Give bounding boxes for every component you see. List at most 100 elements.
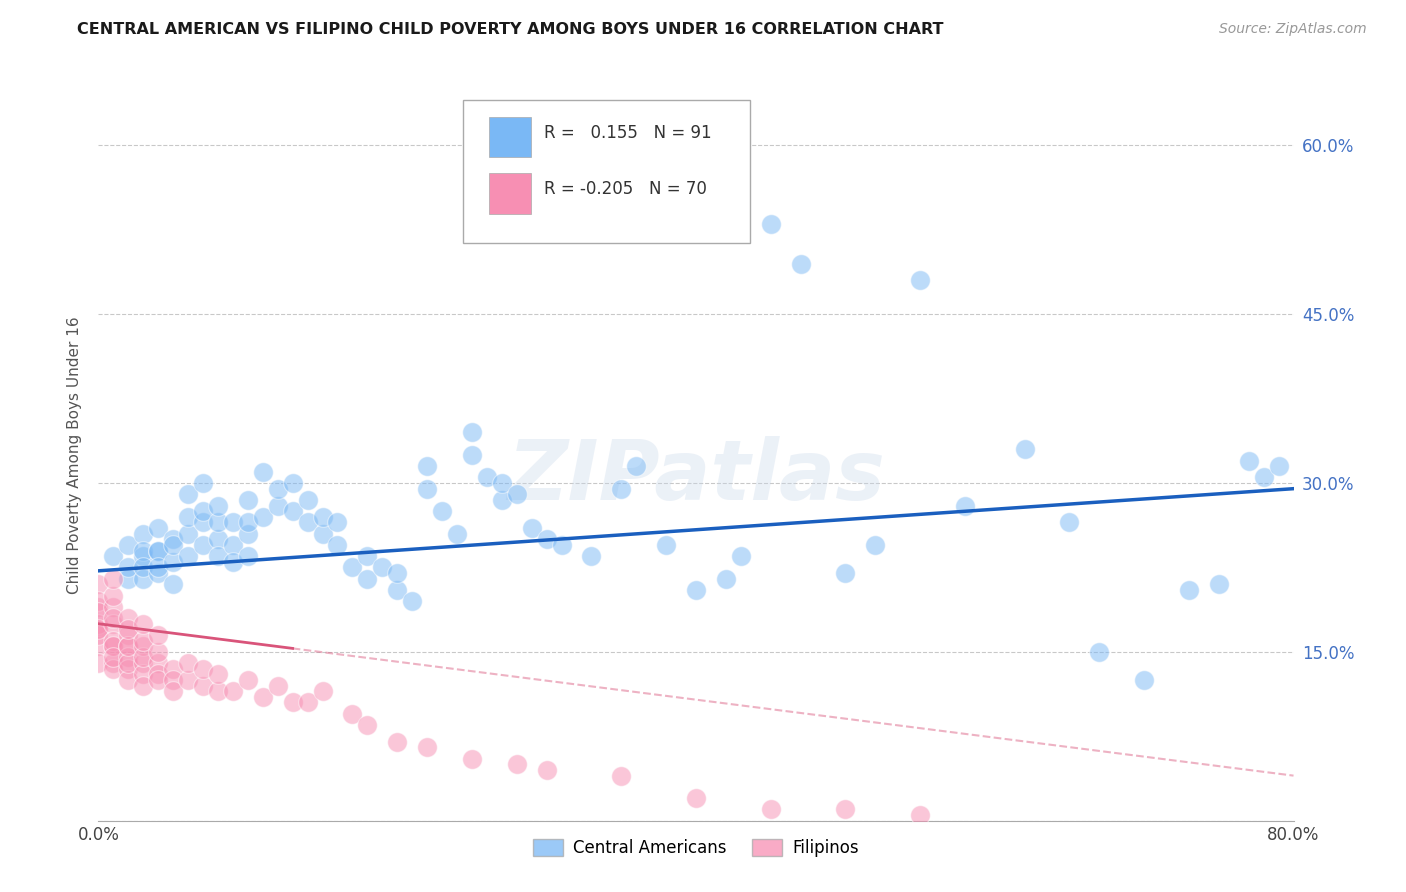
Point (267, 482, 290, 496)
Point (117, 673, 139, 687)
Point (207, 499, 229, 513)
Point (908, 808, 931, 822)
Point (87, 623, 110, 637)
Point (311, 684, 333, 698)
Point (1237, 453, 1260, 467)
Point (416, 740, 439, 755)
Point (103, 616, 125, 631)
Point (177, 549, 200, 564)
Point (506, 757, 529, 772)
Point (236, 673, 259, 687)
Point (87, 577, 110, 591)
Point (162, 673, 184, 687)
Point (148, 543, 170, 558)
Point (132, 679, 155, 693)
Point (87, 623, 110, 637)
Point (177, 509, 200, 524)
Point (103, 589, 125, 603)
Point (117, 639, 139, 653)
Point (207, 684, 229, 698)
Point (117, 623, 139, 637)
Point (191, 538, 214, 552)
Point (162, 684, 184, 698)
Point (132, 650, 155, 665)
Point (148, 673, 170, 687)
Point (162, 555, 184, 569)
Point (222, 684, 245, 698)
Point (356, 718, 378, 732)
Point (550, 538, 572, 552)
Point (491, 476, 513, 491)
Point (103, 611, 125, 625)
Bar (489, 173, 531, 213)
Point (132, 572, 155, 586)
Point (281, 696, 304, 710)
Point (491, 492, 513, 507)
Point (236, 526, 259, 541)
Point (953, 499, 976, 513)
Point (87, 656, 110, 670)
Point (103, 633, 125, 648)
Point (148, 566, 170, 580)
Point (148, 656, 170, 670)
Point (834, 566, 856, 580)
Point (177, 526, 200, 541)
Point (162, 577, 184, 591)
Text: ZIPatlas: ZIPatlas (508, 436, 884, 517)
Point (162, 662, 184, 676)
Point (759, 802, 782, 816)
Point (1059, 516, 1081, 530)
Point (730, 549, 752, 564)
Point (610, 482, 633, 496)
Point (117, 538, 139, 552)
Point (177, 487, 200, 501)
Point (117, 611, 139, 625)
Point (461, 752, 484, 766)
Point (191, 476, 214, 491)
Point (132, 526, 155, 541)
Point (191, 662, 214, 676)
Point (177, 673, 200, 687)
Point (311, 509, 333, 524)
Point (103, 662, 125, 676)
Point (281, 504, 304, 518)
Point (132, 633, 155, 648)
Point (222, 555, 245, 569)
Point (834, 802, 856, 816)
Point (385, 582, 409, 597)
Point (162, 538, 184, 552)
Point (714, 572, 737, 586)
Point (177, 656, 200, 670)
Point (267, 679, 290, 693)
Point (297, 516, 319, 530)
Point (87, 594, 110, 608)
Point (162, 533, 184, 547)
Point (267, 499, 290, 513)
Point (191, 679, 214, 693)
Point (865, 538, 887, 552)
Point (87, 606, 110, 620)
Point (191, 516, 214, 530)
Point (371, 560, 394, 574)
Point (416, 482, 439, 496)
Point (87, 639, 110, 653)
Point (132, 543, 155, 558)
Point (148, 628, 170, 642)
Bar (489, 117, 531, 157)
Point (103, 599, 125, 614)
Point (759, 217, 782, 231)
Point (132, 656, 155, 670)
Point (117, 662, 139, 676)
Point (117, 560, 139, 574)
Point (297, 696, 319, 710)
Point (148, 543, 170, 558)
Point (191, 504, 214, 518)
Point (536, 763, 558, 777)
Point (520, 521, 543, 535)
Point (461, 448, 484, 462)
Point (207, 516, 229, 530)
Point (207, 533, 229, 547)
Point (1267, 459, 1289, 474)
Point (1178, 582, 1201, 597)
Point (87, 628, 110, 642)
